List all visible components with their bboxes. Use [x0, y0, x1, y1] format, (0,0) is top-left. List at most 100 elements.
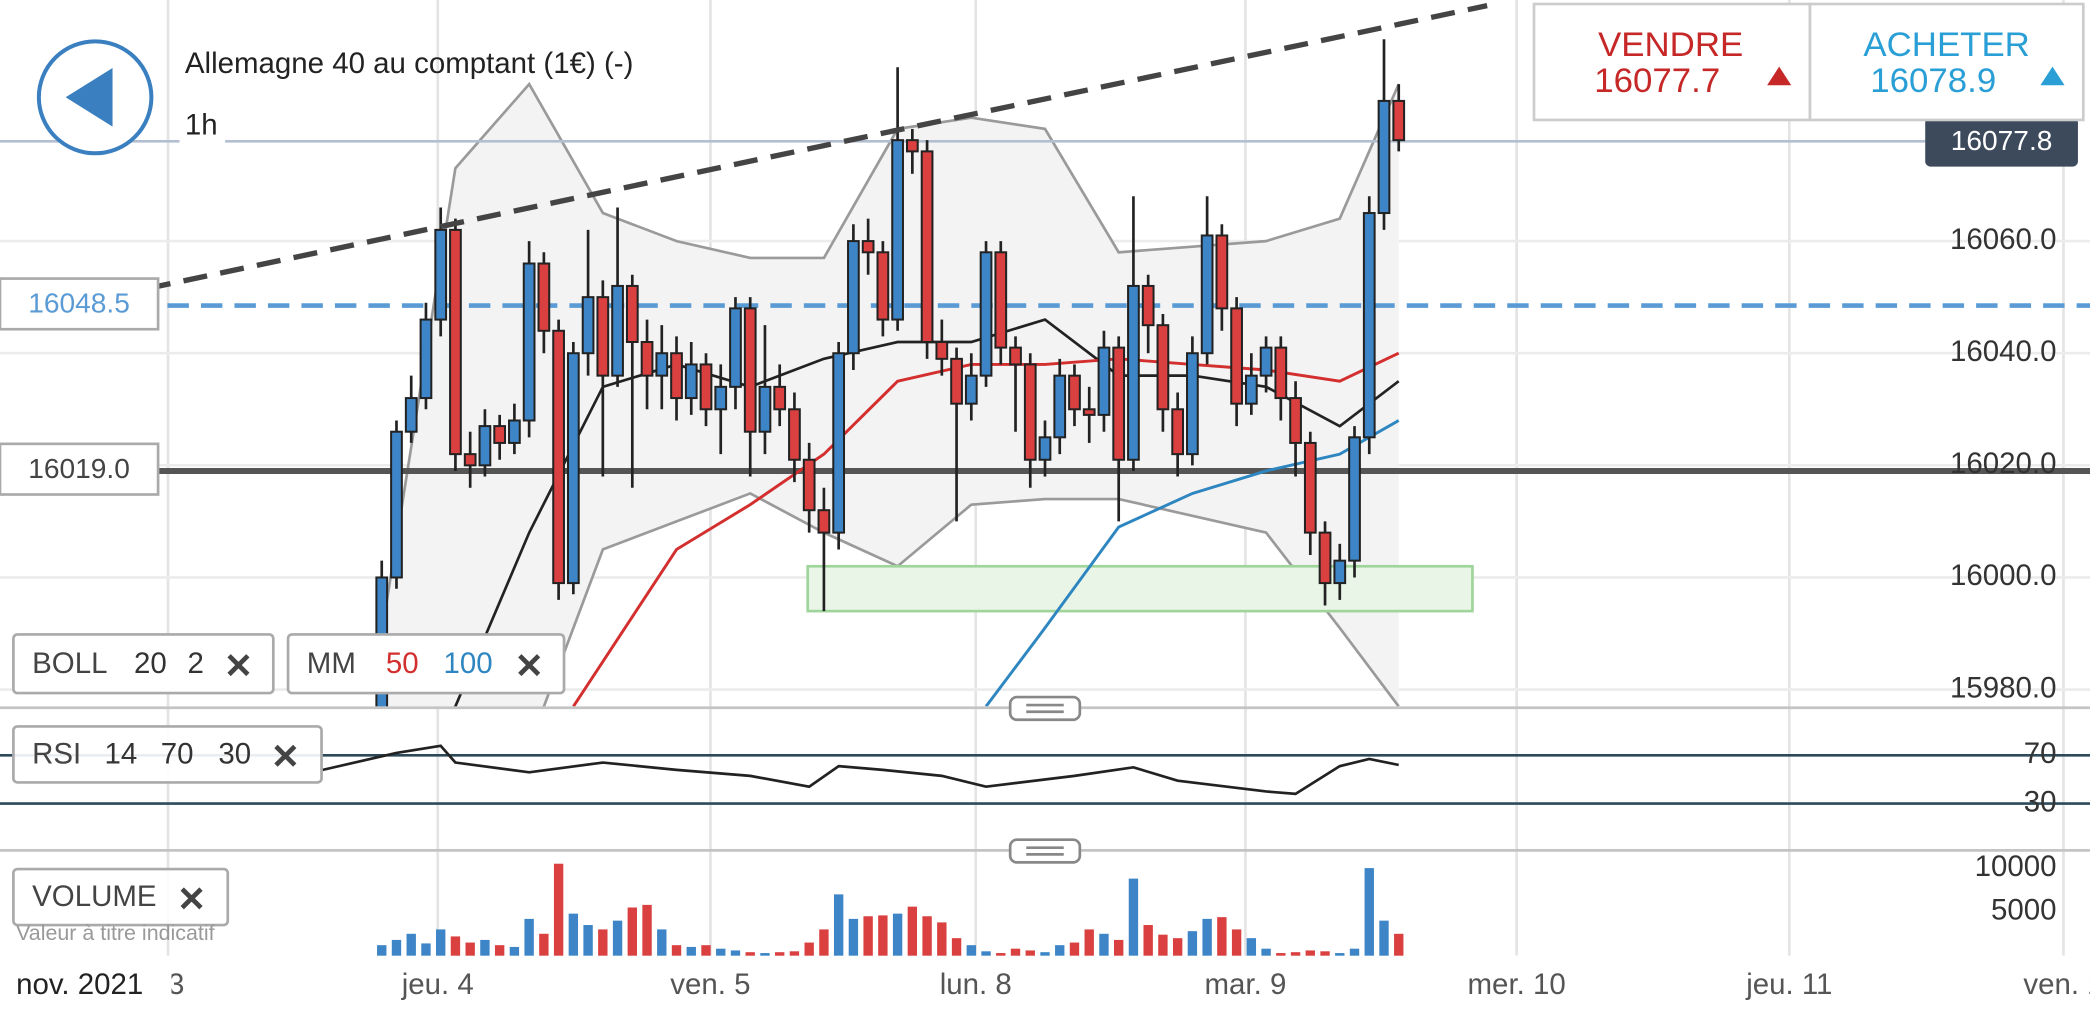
indicator-chip[interactable] — [12, 867, 230, 927]
candle-body — [832, 352, 846, 534]
volume-bar — [553, 863, 564, 956]
remove-icon[interactable] — [518, 654, 541, 677]
buy-button[interactable] — [1808, 2, 2085, 122]
volume-bar — [1276, 953, 1286, 956]
candle-body — [463, 453, 477, 467]
candle-body — [1082, 408, 1096, 416]
level-label: 16019.0 — [28, 453, 130, 484]
candle-body — [1244, 374, 1258, 405]
candle-body — [1215, 234, 1229, 310]
candle-body — [1038, 436, 1052, 461]
candle-body — [935, 341, 949, 360]
volume-bar — [892, 913, 903, 956]
y-tick-label: 16000.0 — [1950, 559, 2056, 592]
remove-icon[interactable] — [180, 887, 203, 910]
candle-body — [729, 307, 742, 388]
volume-bar — [1025, 950, 1035, 956]
volume-bar — [996, 953, 1006, 956]
candle-body — [508, 419, 521, 444]
indicator-param: 2 — [188, 647, 204, 680]
rsi-line — [322, 744, 1399, 796]
candle-body — [1186, 352, 1199, 456]
indicator-param: 50 — [386, 647, 419, 680]
candle-body — [1392, 99, 1406, 142]
volume-bar — [1305, 950, 1315, 956]
candle-body — [847, 240, 860, 355]
rsi-tick-label: 30 — [2024, 785, 2057, 818]
volume-bar — [804, 942, 814, 956]
volume-bar — [981, 951, 991, 956]
volume-bar — [1394, 933, 1404, 956]
volume-bar — [1261, 948, 1271, 956]
indicator-chip[interactable] — [12, 725, 323, 784]
volume-bar — [406, 933, 416, 956]
candle-body — [1274, 346, 1288, 400]
candle-body — [714, 385, 728, 411]
volume-bar — [863, 916, 873, 956]
candle-body — [905, 139, 919, 153]
candle-body — [390, 430, 403, 579]
indicator-chip[interactable] — [12, 633, 275, 695]
volume-bar — [1099, 933, 1109, 956]
indicator-name: VOLUME — [32, 880, 156, 913]
indicator-name: MM — [307, 647, 356, 680]
remove-icon[interactable] — [274, 744, 297, 767]
volume-bar — [1349, 948, 1360, 956]
volume-bar — [524, 918, 534, 956]
indicator-param: 14 — [105, 738, 138, 771]
candle-body — [1068, 374, 1081, 411]
indicator-param: 100 — [443, 647, 492, 680]
remove-icon[interactable] — [227, 654, 250, 677]
level-tag — [0, 277, 160, 331]
panel-handle[interactable] — [1008, 695, 1082, 722]
sell-button[interactable] — [1532, 2, 1812, 122]
volume-bar — [450, 936, 461, 956]
volume-bar — [583, 925, 593, 956]
candle-body — [1289, 397, 1302, 444]
candle-body — [1171, 408, 1185, 456]
volume-bar — [1040, 952, 1050, 956]
moving-average — [984, 419, 1400, 707]
date-label-bg — [0, 962, 172, 1009]
volume-bar — [1379, 920, 1389, 956]
volume-bar — [922, 916, 932, 956]
volume-bar — [937, 922, 947, 956]
indicator-name: BOLL — [32, 647, 107, 680]
candle-body — [404, 397, 418, 433]
volume-tick-label: 10000 — [1975, 850, 2057, 883]
candle-body — [625, 284, 639, 344]
candle-body — [1377, 99, 1391, 215]
volume-bar — [1202, 918, 1212, 956]
volume-bar — [480, 939, 490, 956]
last-price: 16077.8 — [1951, 125, 2053, 156]
volume-bar — [1320, 951, 1330, 956]
buy-label: ACHETER — [1863, 26, 2029, 64]
x-tick-label: ven. 5 — [670, 968, 750, 1001]
candle-body — [1318, 531, 1332, 585]
indicator-chip[interactable] — [286, 633, 566, 695]
back-button[interactable] — [36, 39, 154, 156]
indicator-name: RSI — [32, 738, 81, 771]
volume-bar — [966, 945, 976, 956]
x-tick-label: ven. 1 — [2023, 968, 2090, 1001]
volume-bar — [745, 952, 755, 956]
candle-body — [979, 251, 993, 377]
volume-bar — [1114, 939, 1124, 956]
x-tick-label: lun. 8 — [940, 968, 1012, 1001]
candle-body — [1053, 374, 1067, 439]
candle-body — [773, 385, 787, 411]
panel-handle[interactable] — [1008, 838, 1082, 864]
volume-bar — [878, 915, 888, 956]
x-tick-label: jeu. 11 — [1745, 968, 1832, 1001]
volume-bar — [701, 945, 711, 956]
volume-bar — [421, 943, 431, 956]
volume-bar — [730, 950, 741, 956]
volume-bar — [1172, 938, 1183, 956]
candle-body — [964, 374, 978, 405]
indicator-param: 30 — [218, 738, 251, 771]
candle-body — [493, 425, 507, 444]
volume-bar — [1231, 929, 1242, 956]
instrument-title: Allemagne 40 au comptant (1€) (-) — [185, 47, 634, 80]
level-label: 16048.5 — [28, 288, 130, 319]
